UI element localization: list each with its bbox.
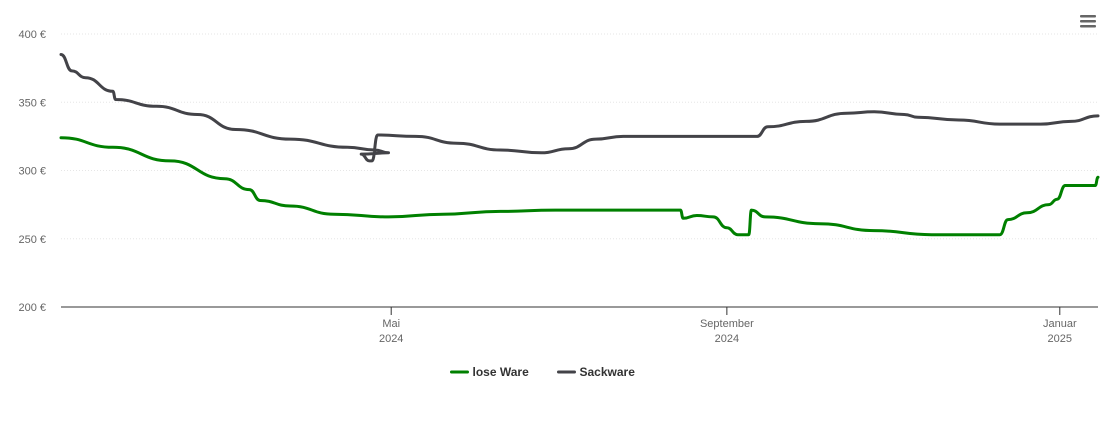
y-axis: 200 € 250 € 300 € 350 € 400 € <box>18 29 46 314</box>
x-tick-label: Januar <box>1043 318 1077 330</box>
x-tick-label-year: 2024 <box>379 333 403 345</box>
y-tick-label: 250 € <box>18 234 46 246</box>
x-tick-label: September <box>700 318 754 330</box>
x-axis: Mai 2024 September 2024 Januar 2025 <box>61 306 1098 345</box>
legend-label: lose Ware <box>473 365 530 379</box>
legend-item[interactable]: lose Ware <box>450 365 530 379</box>
series-group <box>59 53 1100 237</box>
y-tick-label: 350 € <box>18 97 46 109</box>
y-tick-label: 200 € <box>18 302 46 314</box>
series-line[interactable] <box>59 53 1100 163</box>
x-tick-label-year: 2025 <box>1048 333 1072 345</box>
menu-icon[interactable] <box>1078 12 1098 32</box>
legend-label: Sackware <box>580 365 636 379</box>
series-line[interactable] <box>59 136 1100 237</box>
legend-item[interactable]: Sackware <box>557 365 636 379</box>
y-tick-label: 300 € <box>18 166 46 178</box>
grid <box>61 33 1098 240</box>
x-tick-label: Mai <box>382 318 400 330</box>
y-tick-label: 400 € <box>18 29 46 41</box>
legend: lose Ware Sackware <box>450 365 636 379</box>
x-tick-label-year: 2024 <box>715 333 739 345</box>
